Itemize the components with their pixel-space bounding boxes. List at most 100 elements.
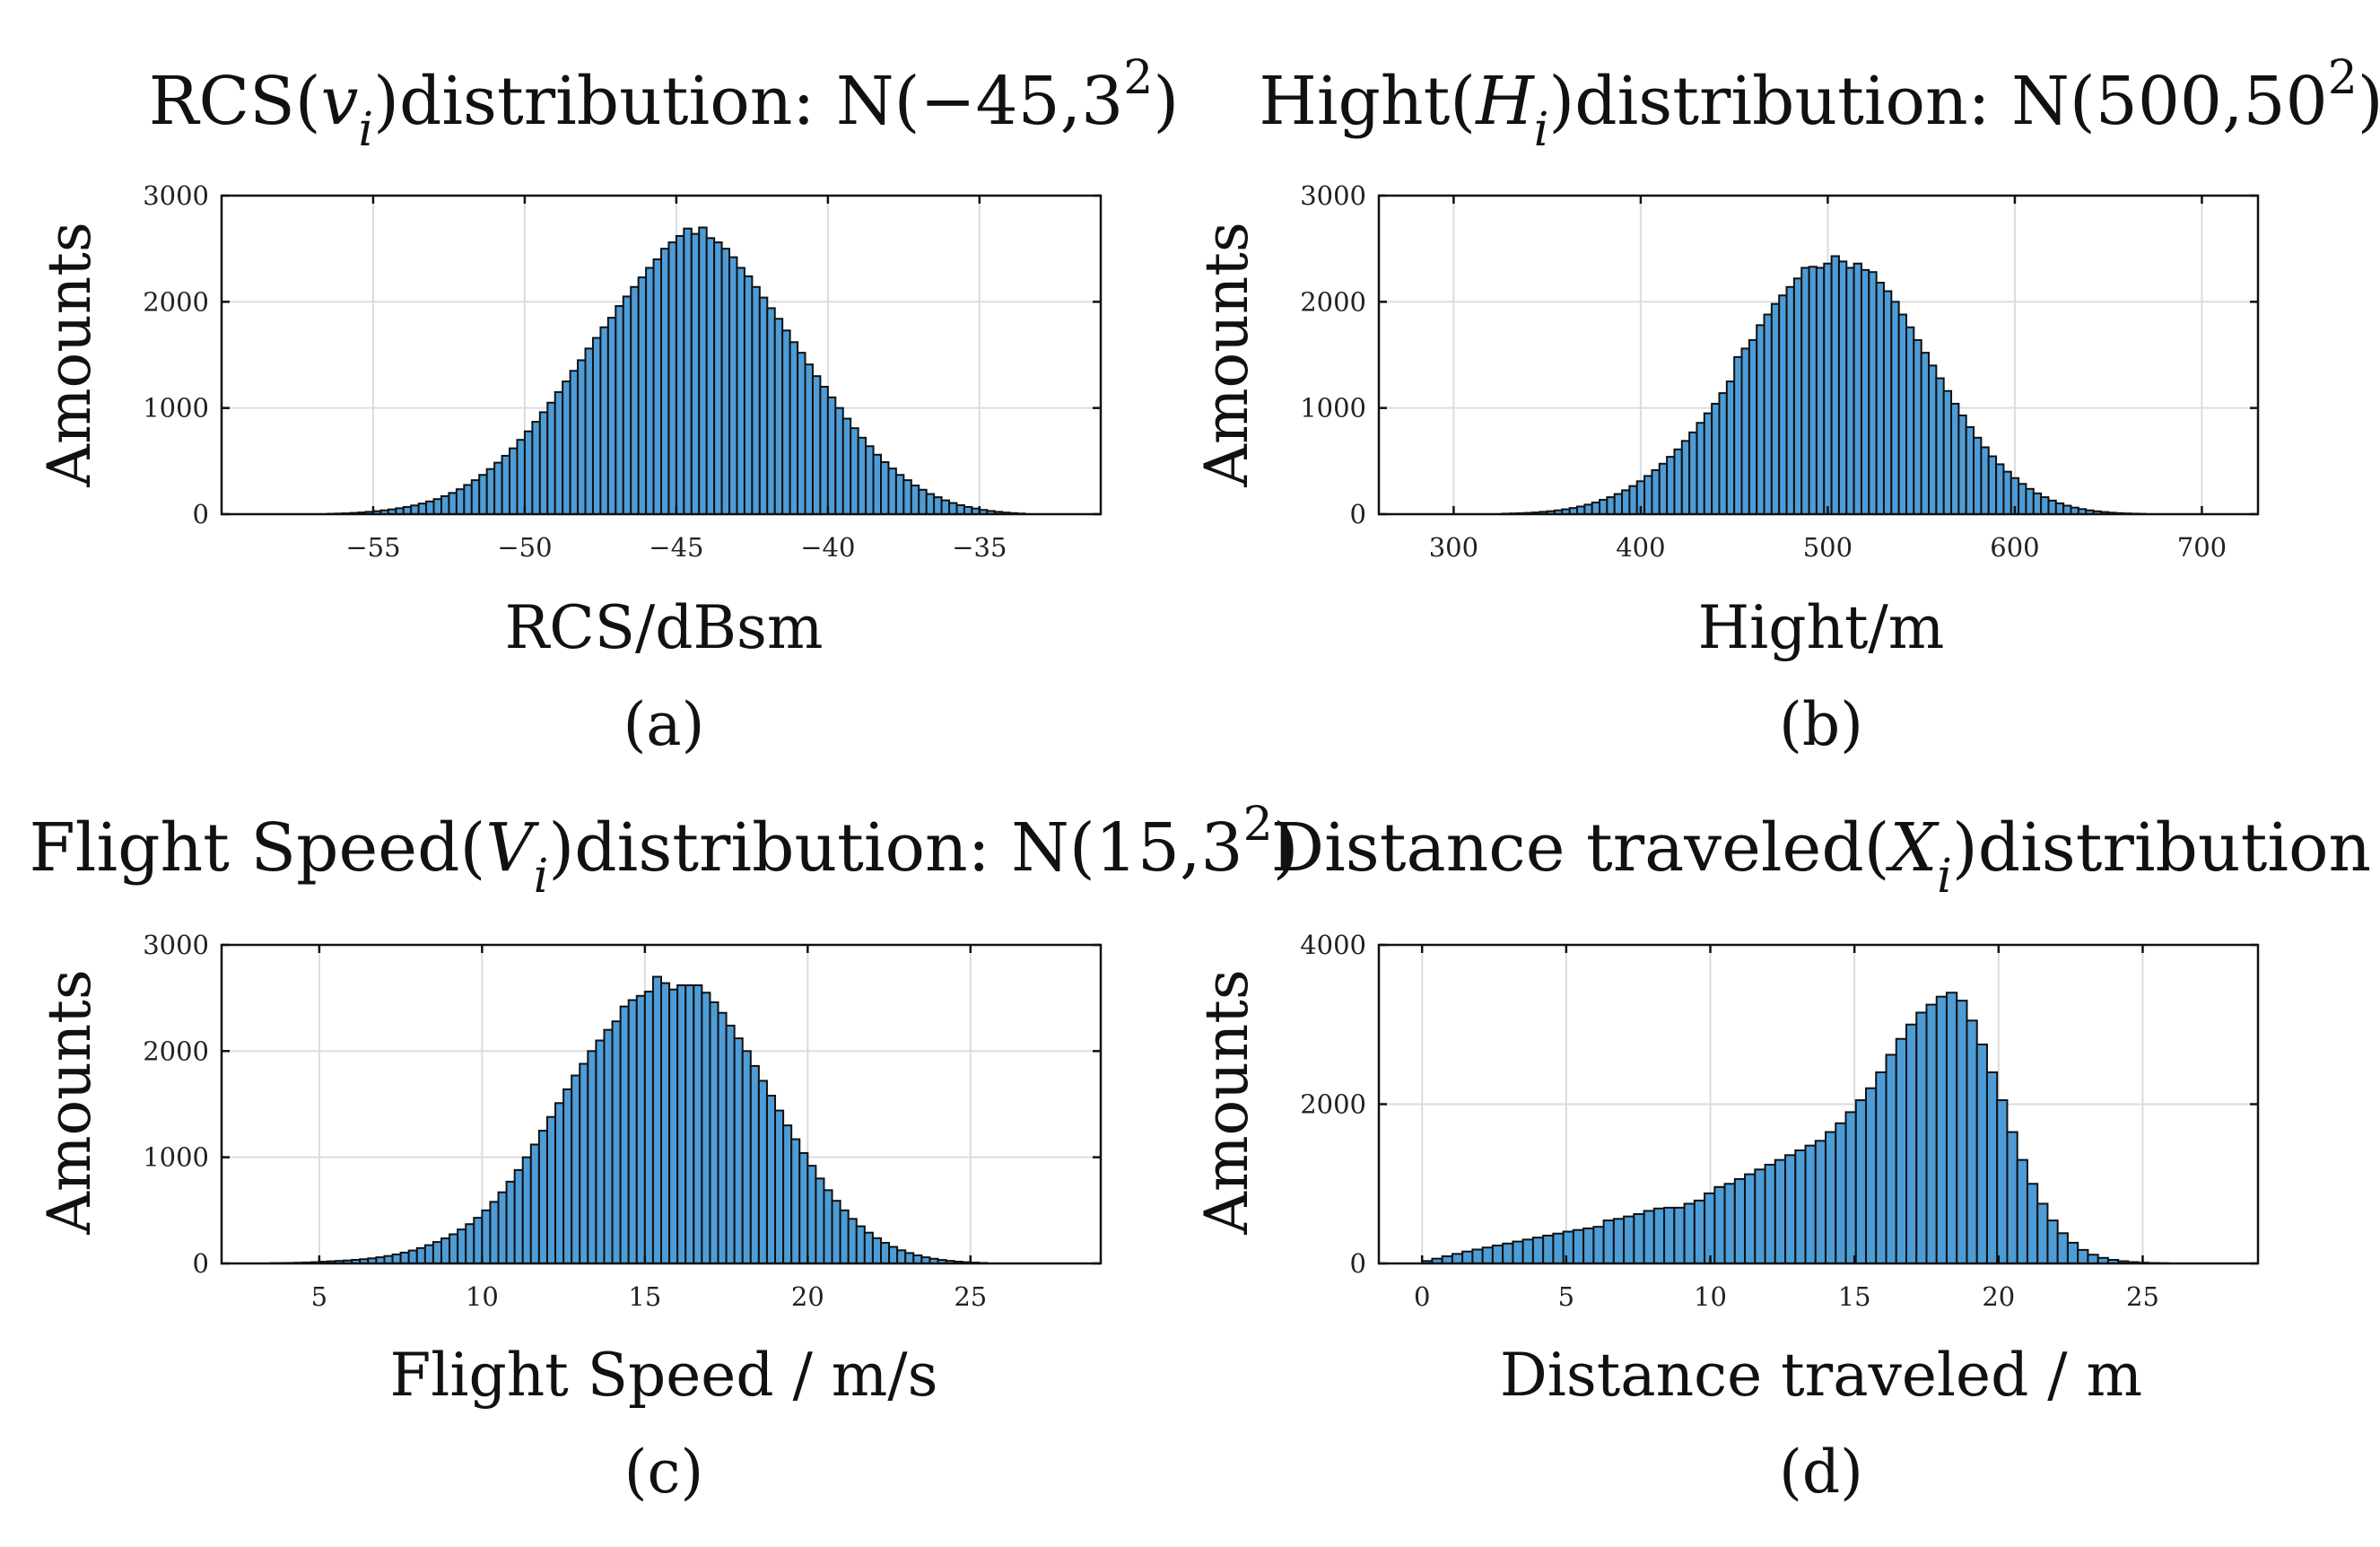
histogram-bar [521,1156,532,1265]
histogram-bar [569,370,580,515]
x-tick-label: 600 [1990,532,2039,563]
histogram-bar [925,493,936,516]
histogram-bar [497,1191,508,1264]
histogram-bar [2018,483,2027,516]
histogram-bar [948,502,958,516]
histogram-bar [834,406,844,516]
histogram-bar [2032,492,2043,515]
panel-c-plot: 5 10 15 20 25 0 1000 2000 3000 [143,930,1103,1312]
y-tick-label: 0 [193,1248,209,1279]
histogram-bar [743,275,754,515]
histogram-bar [797,352,806,515]
axes-frame [220,194,1103,516]
panel-b-ylabel: Amounts [1192,222,1261,487]
panel-c-ylabel: Amounts [35,969,104,1235]
histogram-bar [839,1209,850,1264]
y-tick-label: 3000 [143,930,209,960]
panel-a-xlabel: RCS/dBsm [505,593,824,662]
histogram-bar [1531,1237,1545,1265]
histogram-bar [1621,489,1631,516]
histogram-bar [423,1244,434,1265]
histogram-bar [537,1130,548,1264]
histogram-bar [757,1079,768,1264]
y-tick-label: 1000 [143,393,209,424]
histogram-bar [1591,501,1601,515]
panel-c-xlabel: Flight Speed / m/s [390,1341,938,1410]
histogram-bar [1865,1087,1878,1264]
histogram-bar [863,1231,874,1265]
histogram-bar [1693,1199,1706,1265]
histogram-bar [1804,1144,1817,1265]
histogram-bar [432,498,442,516]
histogram-bar [1696,422,1705,516]
axes-frame [220,943,1103,1265]
histogram-bar [1825,1131,1837,1265]
histogram-bar [652,258,662,515]
histogram-bar [465,1223,475,1264]
histogram-bar [1882,290,1893,515]
histogram-bar [1774,1158,1787,1265]
histogram-bar [1704,1192,1716,1265]
histogram-bar [823,1189,833,1264]
x-tick-label: 20 [791,1281,824,1312]
histogram-bar [651,975,662,1264]
histogram-bar [391,1253,402,1264]
histogram-bar [1956,1000,1968,1265]
y-tick-label: 1000 [1300,393,1366,424]
histogram-bar [955,503,965,516]
histogram-bar [1461,1250,1474,1264]
histogram-bar [904,1252,915,1265]
histogram-bar [918,488,928,516]
histogram-bar [1754,1168,1766,1265]
histogram-bar [1770,302,1781,516]
histogram-bar [1987,455,1998,516]
histogram-bar [513,1168,524,1264]
x-tick-label: 300 [1429,532,1478,563]
histogram-bar [481,1209,492,1264]
x-tick-label: 700 [2177,532,2227,563]
histogram-bar [1666,456,1676,516]
x-tick-label: −35 [952,532,1007,563]
histogram-bar [1612,1218,1626,1265]
histogram-bar [587,1050,597,1264]
histogram-bar [1744,1173,1757,1264]
x-tick-label: 15 [1838,1281,1871,1312]
histogram-bar [751,285,761,515]
histogram-bar [888,1245,899,1265]
histogram-bar [1814,1140,1827,1264]
histogram-bar [2026,1183,2039,1264]
histogram-bar [523,430,534,516]
histogram-bar [1928,364,1938,515]
histogram-bar [463,484,473,516]
histogram-bar [1845,267,1855,515]
histogram-bar [766,307,776,515]
histogram-bar [1599,499,1608,516]
histogram-bar [725,1024,736,1265]
panel-c: Flight Speed(Vi)distribution: N(15,32) A… [29,798,1298,1507]
panel-d-title: Distance traveled(Xi)distribution [1271,809,2371,904]
histogram-bar [1792,277,1803,515]
histogram-bar [1643,475,1653,516]
x-tick-label: 400 [1616,532,1665,563]
histogram-bar [865,445,875,515]
histogram-bar [554,390,564,516]
histogram-bar [1965,425,1975,515]
histogram-bar [1491,1245,1504,1265]
histogram-bar [933,496,943,516]
histogram-bar [841,417,852,515]
histogram-bar [1512,1240,1524,1264]
x-tick-label: 5 [311,1281,327,1312]
histogram-bar [806,1165,817,1265]
histogram-bar [940,499,951,515]
histogram-bar [693,983,703,1264]
x-tick-label: −45 [649,532,703,563]
histogram-bar [448,492,458,516]
histogram-bar [635,994,646,1265]
histogram-bar [819,386,829,515]
histogram-bar [1725,380,1736,515]
histogram-bar [1875,1071,1887,1264]
panel-b-xlabel: Hight/m [1698,593,1945,662]
histogram-bar [415,1246,426,1264]
histogram-bar [1996,1099,2009,1265]
histogram-bar [1613,493,1624,516]
